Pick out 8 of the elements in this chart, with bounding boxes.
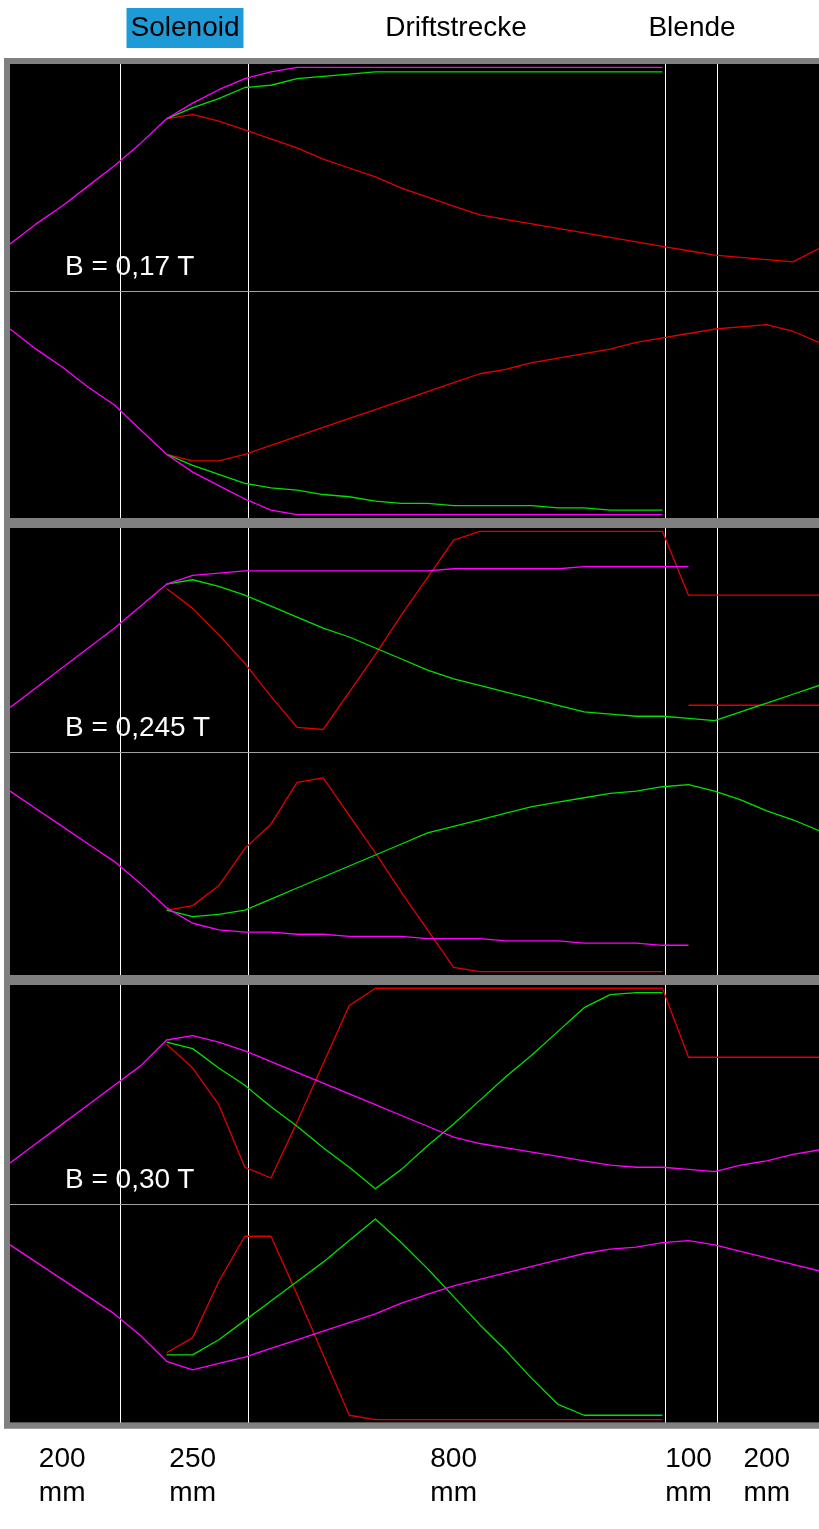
x-tick-label: 200 mm bbox=[743, 1442, 791, 1507]
x-tick-label: 250 mm bbox=[169, 1442, 217, 1507]
text: Driftstrecke bbox=[385, 10, 527, 42]
text: Solenoid bbox=[130, 10, 240, 42]
x-tick-label: 800 mm bbox=[430, 1442, 477, 1507]
text: Blende bbox=[648, 10, 736, 42]
x-tick-label: 200 mm bbox=[38, 1442, 86, 1507]
x-tick-label: 100 mm bbox=[665, 1442, 712, 1507]
